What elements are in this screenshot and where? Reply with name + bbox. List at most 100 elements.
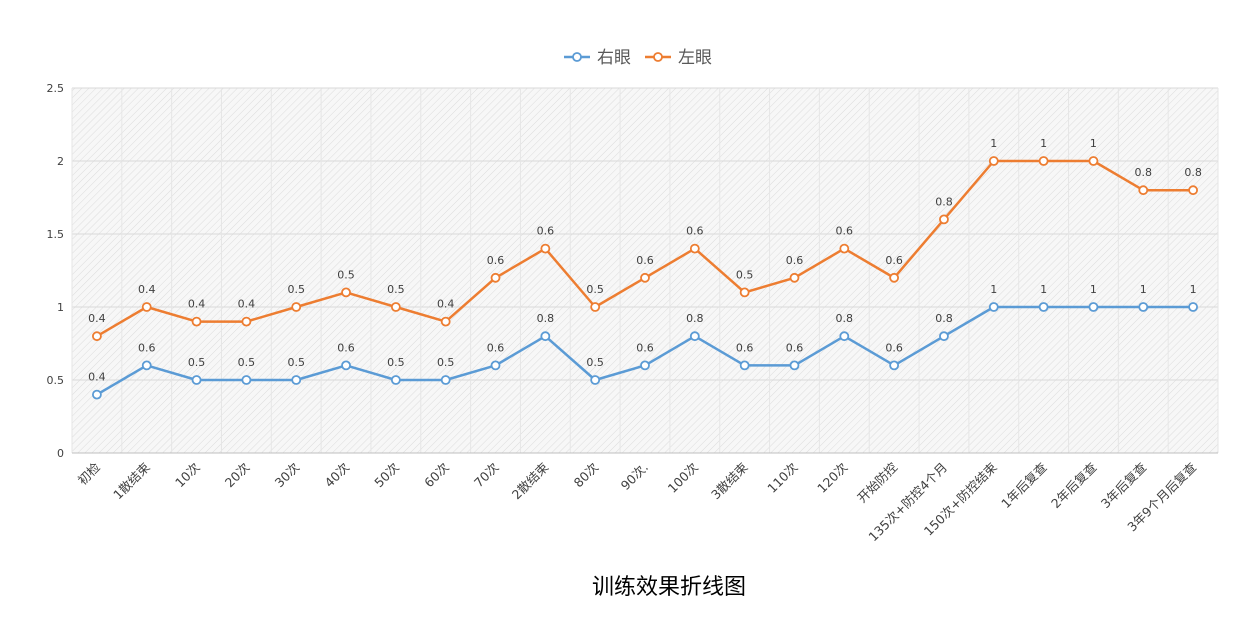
data-label: 0.5 [337, 268, 355, 281]
data-point [1138, 302, 1149, 312]
chart-title: 训练效果折线图 [592, 575, 746, 600]
data-labels: 0.4 0.6 0.5 0.5 0.5 0.6 0.5 0.5 0.6 0.8 0.5 0.6 0.8 0… [88, 137, 1202, 384]
x-tick-label: 1散结束 [110, 459, 153, 502]
y-tick-label: 1 [57, 301, 64, 314]
x-tick-label: 3散结束 [708, 459, 751, 502]
data-label: 0.6 [537, 225, 555, 238]
data-label: 0.4 [437, 298, 455, 311]
data-point [689, 331, 700, 342]
data-label: 0.6 [636, 254, 654, 267]
y-tick-label: 1.5 [47, 228, 65, 241]
data-label: 1 [1040, 283, 1047, 296]
legend-swatch-marker [653, 52, 663, 62]
y-tick-label: 0 [57, 447, 64, 460]
x-tick-label: 70次 [471, 460, 502, 491]
data-label: 0.6 [487, 341, 505, 354]
data-point [540, 331, 551, 342]
data-point [889, 360, 900, 371]
data-label: 0.6 [337, 341, 355, 354]
legend-label: 左眼 [678, 48, 712, 68]
data-label: 0.5 [287, 283, 305, 296]
data-label: 1 [1090, 283, 1097, 296]
data-point [839, 243, 850, 254]
y-tick-label: 2 [57, 155, 64, 168]
data-label: 1 [1090, 137, 1097, 150]
data-point [390, 375, 401, 385]
data-label: 1 [990, 283, 997, 296]
data-label: 0.6 [736, 341, 754, 354]
data-point [939, 331, 949, 342]
legend: 右眼 左眼 [564, 48, 712, 68]
x-tick-label: 3年后复查 [1098, 459, 1150, 511]
data-point [490, 272, 501, 283]
data-point [92, 389, 102, 400]
y-tick-label: 2.5 [47, 82, 65, 95]
data-label: 0.5 [437, 356, 455, 369]
x-tick-label: 50次 [371, 460, 402, 491]
series-lines [92, 156, 1198, 400]
x-tick-label: 2散结束 [509, 459, 552, 502]
data-label: 0.5 [736, 268, 754, 281]
data-point [141, 302, 152, 312]
data-point [939, 214, 949, 225]
data-point [490, 360, 501, 371]
x-tick-label: 20次 [222, 460, 253, 491]
data-point [640, 360, 650, 371]
data-point [241, 316, 252, 327]
data-label: 0.8 [537, 312, 555, 325]
data-label: 0.8 [686, 312, 704, 325]
data-point [789, 272, 800, 283]
data-label: 0.4 [188, 298, 206, 311]
data-point [440, 375, 451, 385]
data-label: 0.5 [387, 356, 405, 369]
x-tick-label: 80次 [571, 460, 602, 491]
data-point [1038, 156, 1049, 166]
data-label: 0.6 [836, 225, 854, 238]
data-label: 0.6 [885, 341, 903, 354]
y-tick-label: 0.5 [47, 374, 65, 387]
data-label: 0.4 [138, 283, 156, 296]
data-label: 0.6 [786, 254, 804, 267]
data-label: 0.6 [786, 341, 804, 354]
data-point [241, 375, 252, 385]
legend-label: 右眼 [597, 48, 631, 68]
x-tick-label: 2年后复查 [1048, 459, 1100, 511]
data-label: 1 [1040, 137, 1047, 150]
data-point [341, 360, 351, 371]
data-point [1188, 185, 1198, 196]
data-point [341, 287, 351, 298]
data-label: 0.8 [1184, 166, 1202, 179]
data-point [590, 302, 601, 312]
data-label: 0.5 [586, 356, 604, 369]
data-point [1188, 302, 1198, 312]
data-label: 0.5 [287, 356, 305, 369]
data-point [191, 316, 202, 327]
data-point [141, 360, 152, 371]
data-point [191, 375, 202, 385]
data-point [291, 375, 302, 385]
x-tick-label: 30次 [272, 460, 303, 491]
data-point [540, 243, 551, 254]
data-label: 0.8 [935, 195, 953, 208]
x-tick-label: 120次 [814, 460, 850, 496]
data-point [92, 331, 102, 342]
x-tick-label: 开始防控 [854, 459, 900, 505]
x-tick-label: 10次 [172, 460, 203, 491]
data-label: 0.6 [636, 341, 654, 354]
legend-swatch-marker [572, 52, 582, 62]
data-label: 0.5 [586, 283, 604, 296]
data-label: 0.5 [188, 356, 206, 369]
x-tick-label: 90次. [618, 460, 652, 494]
x-tick-label: 110次 [764, 460, 800, 496]
gridlines [71, 87, 1219, 453]
x-tick-label: 初检 [75, 459, 104, 488]
data-label: 1 [990, 137, 997, 150]
data-point [590, 375, 601, 385]
data-point [988, 302, 999, 312]
data-point [291, 302, 302, 312]
x-tick-label: 40次 [321, 460, 352, 491]
data-label: 0.4 [238, 298, 256, 311]
x-tick-label: 60次 [421, 460, 452, 491]
data-point [1138, 185, 1149, 196]
